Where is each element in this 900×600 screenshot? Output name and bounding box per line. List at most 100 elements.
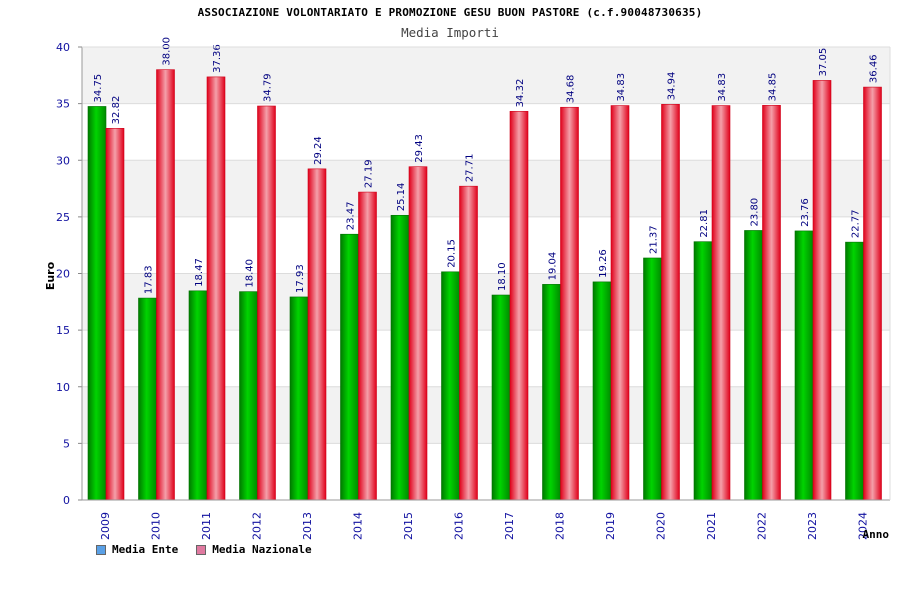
bar-media-nazionale: [105, 128, 125, 501]
data-label: 18.47: [194, 258, 205, 287]
data-label: 23.80: [750, 198, 761, 227]
data-label: 34.68: [566, 75, 577, 104]
legend: Media Ente Media Nazionale: [96, 543, 330, 556]
data-label: 27.71: [465, 154, 476, 183]
y-tick-label: 35: [56, 98, 70, 111]
y-tick-label: 15: [56, 324, 70, 337]
y-tick-label: 40: [56, 41, 70, 54]
data-label: 22.81: [699, 209, 710, 238]
y-tick-label: 5: [63, 437, 70, 450]
data-label: 36.46: [869, 54, 880, 83]
x-tick-label: 2016: [453, 512, 466, 540]
bar-media-ente: [289, 296, 309, 501]
bar-media-ente: [845, 241, 864, 501]
x-tick-label: 2020: [655, 512, 668, 540]
legend-item-ente: Media Ente: [96, 543, 178, 556]
bar-media-ente: [643, 257, 662, 501]
data-label: 17.83: [144, 265, 155, 294]
bar-media-nazionale: [762, 105, 781, 501]
data-label: 18.10: [497, 262, 508, 291]
bar-media-ente: [188, 290, 208, 501]
x-tick-label: 2018: [554, 512, 567, 540]
bars-layer: [87, 69, 882, 501]
bar-media-nazionale: [509, 111, 529, 501]
bar-media-nazionale: [459, 185, 478, 501]
data-label: 27.19: [364, 159, 375, 188]
data-label: 38.00: [162, 37, 173, 66]
data-label: 29.24: [313, 136, 324, 165]
x-tick-label: 2022: [756, 512, 769, 540]
bar-media-ente: [744, 230, 763, 501]
x-tick-label: 2015: [402, 512, 415, 540]
legend-label-nazionale: Media Nazionale: [212, 543, 312, 556]
bar-media-nazionale: [560, 106, 579, 501]
data-label: 34.32: [515, 79, 526, 108]
data-label: 23.47: [346, 202, 357, 231]
data-label: 34.79: [263, 73, 274, 102]
axes-layer: 0 5 10 15 20 25 30 35 40 2009 2010 2011 2012 2013 2014…: [44, 41, 891, 541]
bar-media-ente: [138, 297, 157, 501]
data-label: 37.36: [212, 44, 223, 73]
chart-title: ASSOCIAZIONE VOLONTARIATO E PROMOZIONE G…: [197, 6, 703, 19]
data-label: 34.94: [667, 72, 678, 101]
y-tick-label: 10: [56, 381, 70, 394]
bar-media-ente: [340, 233, 359, 501]
bar-media-nazionale: [307, 168, 327, 501]
legend-label-ente: Media Ente: [112, 543, 179, 556]
x-tick-label: 2024: [857, 512, 870, 540]
bar-media-nazionale: [156, 69, 175, 501]
bar-media-nazionale: [408, 166, 428, 501]
bar-media-ente: [693, 241, 713, 501]
data-label: 34.75: [93, 74, 104, 103]
data-labels-layer: 34.75 32.82 17.83 38.00 18.47 37.36 18.40 34.79…: [93, 37, 880, 294]
data-label: 18.40: [245, 259, 256, 288]
data-label: 34.83: [717, 73, 728, 102]
data-label: 17.93: [295, 264, 306, 293]
bar-media-ente: [239, 291, 258, 501]
data-label: 32.82: [111, 96, 122, 125]
data-label: 34.83: [616, 73, 627, 102]
bar-media-nazionale: [358, 191, 377, 501]
bar-media-nazionale: [257, 105, 276, 501]
x-tick-label: 2013: [301, 512, 314, 540]
y-axis-title: Euro: [44, 261, 57, 290]
x-tick-label: 2021: [705, 512, 718, 540]
data-label: 21.37: [649, 225, 660, 254]
y-tick-label: 25: [56, 211, 70, 224]
legend-swatch-nazionale: [196, 544, 207, 555]
bar-media-nazionale: [610, 105, 630, 501]
data-label: 22.77: [851, 209, 862, 238]
data-label: 34.85: [768, 73, 779, 102]
bar-media-ente: [592, 281, 612, 501]
x-tick-label: 2009: [99, 512, 112, 540]
data-label: 29.43: [414, 134, 425, 163]
bar-media-ente: [542, 284, 561, 501]
x-axis-title: Anno: [863, 528, 890, 541]
chart-subtitle: Media Importi: [401, 25, 499, 40]
bar-media-nazionale: [812, 80, 832, 501]
legend-swatch-ente: [96, 544, 106, 555]
data-label: 37.05: [818, 48, 829, 77]
bar-media-nazionale: [863, 86, 882, 501]
data-label: 19.26: [598, 249, 609, 278]
data-label: 25.14: [396, 183, 407, 212]
x-tick-label: 2014: [352, 512, 365, 540]
bar-media-ente: [491, 294, 511, 501]
x-tick-label: 2017: [503, 512, 516, 540]
x-tick-label: 2011: [200, 512, 213, 540]
bar-media-ente: [794, 230, 814, 501]
data-label: 20.15: [447, 239, 458, 268]
x-tick-label: 2010: [150, 512, 163, 540]
x-tick-label: 2019: [604, 512, 617, 540]
y-tick-label: 30: [56, 154, 70, 167]
y-tick-label: 20: [56, 268, 70, 281]
bar-media-ente: [441, 271, 460, 501]
bar-media-ente: [390, 214, 410, 501]
data-label: 23.76: [800, 198, 811, 227]
data-label: 19.04: [548, 252, 559, 281]
bar-media-ente: [87, 106, 107, 501]
x-tick-label: 2012: [251, 512, 264, 540]
legend-item-nazionale: Media Nazionale: [196, 543, 312, 556]
bar-media-nazionale: [661, 104, 680, 501]
